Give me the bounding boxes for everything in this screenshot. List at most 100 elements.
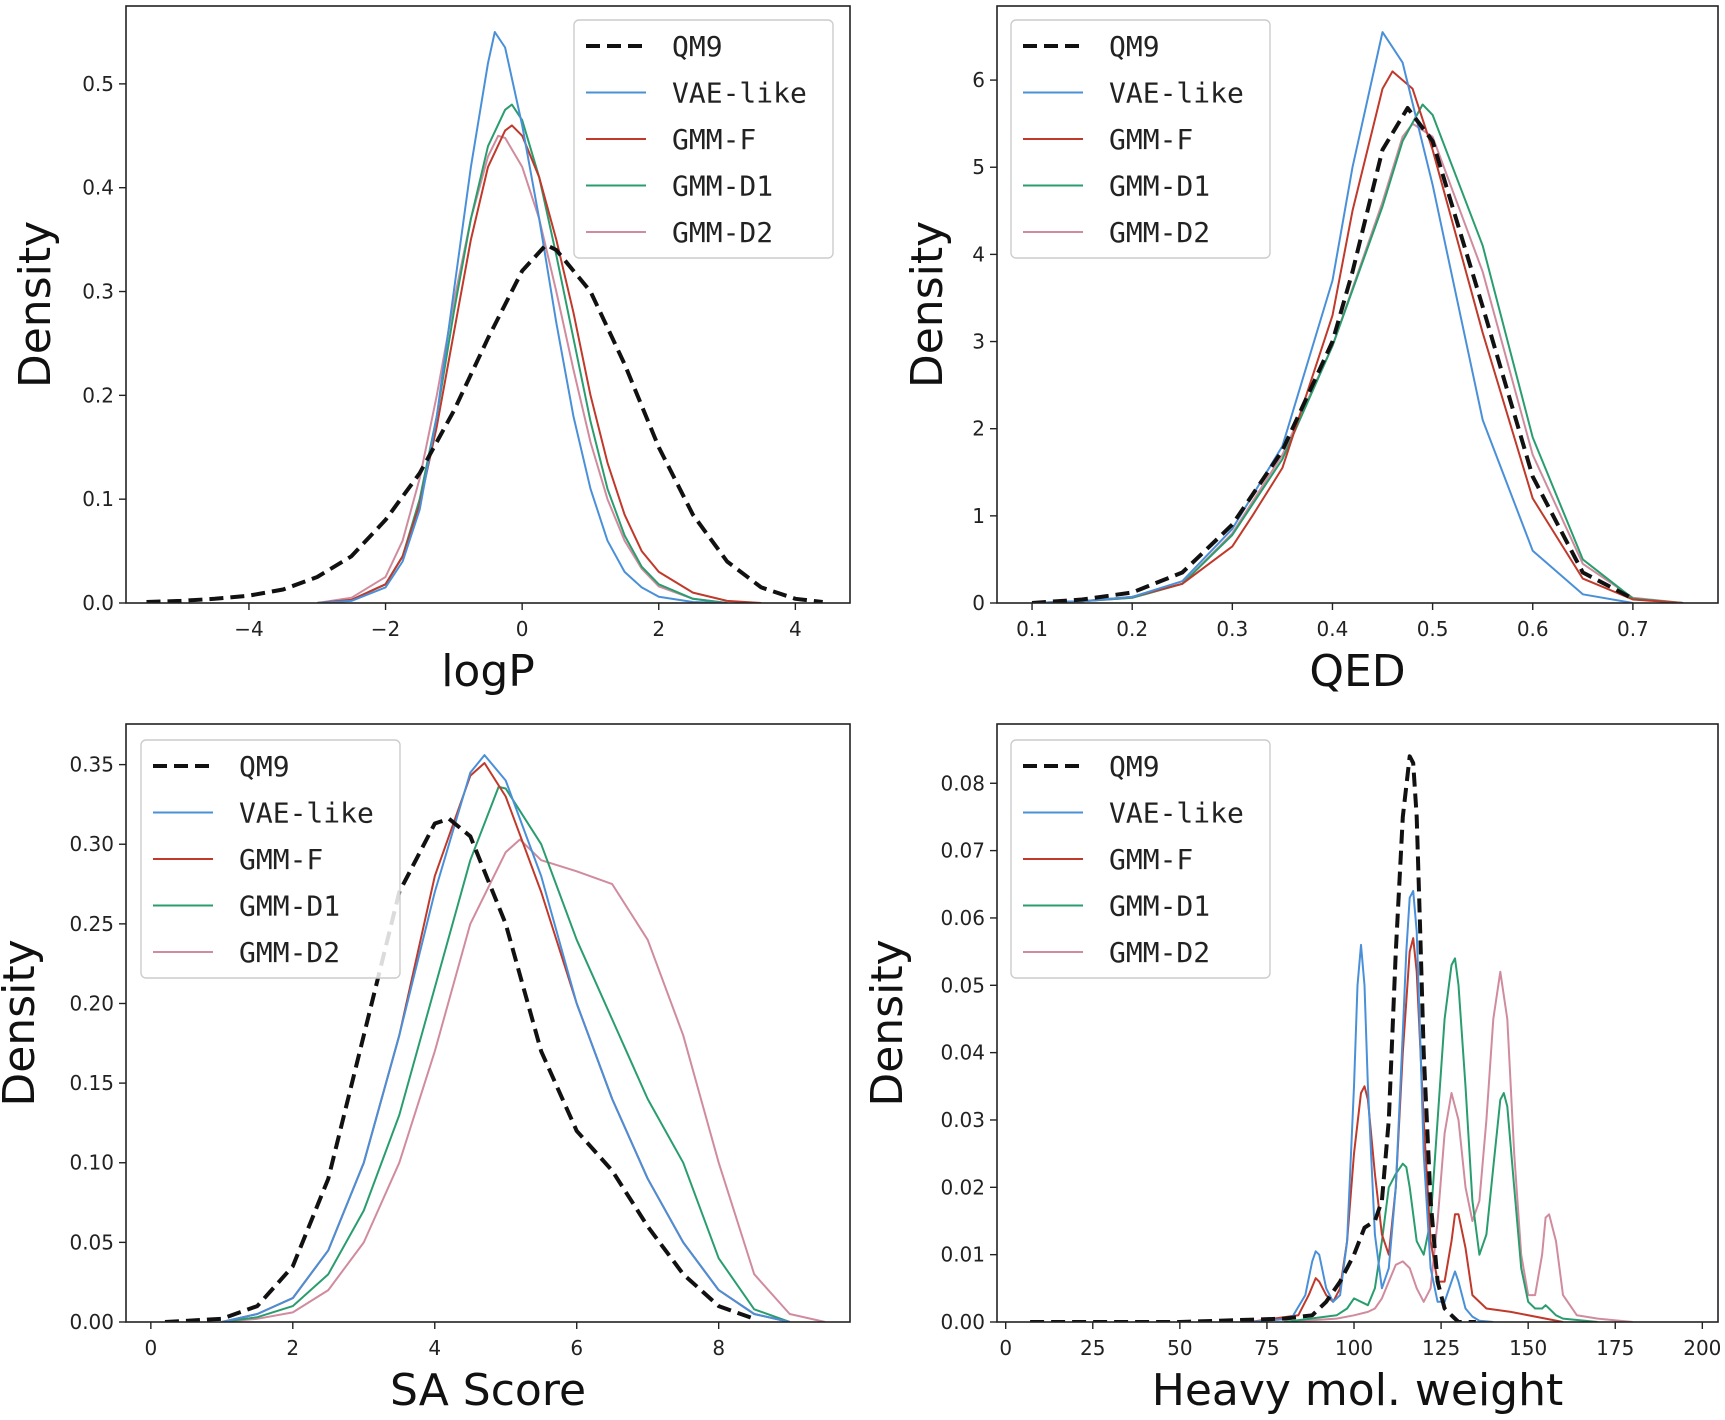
- series-line-vae-like: [1249, 890, 1494, 1322]
- y-tick-label: 0.00: [940, 1310, 985, 1334]
- y-tick-label: 0.4: [82, 176, 114, 200]
- x-tick-label: 2: [286, 1336, 299, 1360]
- legend-label-gmm-d2: GMM-D2: [672, 216, 773, 249]
- series-line-qm9: [164, 816, 755, 1322]
- legend-label-qm9: QM9: [1109, 750, 1160, 783]
- legend: QM9 VAE-like GMM-F GMM-D1 GMM-D2: [140, 739, 401, 979]
- y-tick-label: 0.0: [82, 591, 114, 615]
- x-tick-label: 0.7: [1617, 617, 1649, 641]
- legend: QM9 VAE-like GMM-F GMM-D1 GMM-D2: [573, 19, 834, 259]
- panel-hmw: 0 25 50 75 100 125 150 175 200 0.00 0.01 0.02 0.03 0.…: [862, 723, 1721, 1416]
- y-axis-label: Density: [902, 221, 953, 388]
- panel-qed: 0.1 0.2 0.3 0.4 0.5 0.6 0.7 0 1 2 3 4 5 6 QED Density QM…: [902, 5, 1719, 697]
- legend-box: [140, 739, 401, 979]
- x-tick-label: 0: [999, 1336, 1012, 1360]
- x-tick-label: 8: [712, 1336, 725, 1360]
- x-tick-label: 50: [1167, 1336, 1192, 1360]
- y-tick-label: 0.2: [82, 383, 114, 407]
- plot-frame: [125, 723, 851, 1323]
- x-axis-label: logP: [441, 646, 535, 697]
- legend-label-gmm-d1: GMM-D1: [1109, 890, 1210, 923]
- series-line-vae-like: [1031, 31, 1634, 603]
- series-line-gmm-d1: [1284, 957, 1598, 1322]
- x-tick-label: −4: [234, 617, 263, 641]
- legend-label-gmm-f: GMM-F: [1109, 843, 1193, 876]
- legend-label-gmm-d1: GMM-D1: [1109, 170, 1210, 203]
- legend-label-gmm-f: GMM-F: [1109, 123, 1193, 156]
- y-tick-label: 0.02: [940, 1175, 985, 1199]
- y-tick-label: 3: [972, 330, 985, 354]
- y-tick-label: 0.06: [940, 906, 985, 930]
- y-tick-label: 0.25: [69, 912, 114, 936]
- y-tick-label: 0.20: [69, 991, 114, 1015]
- y-tick-label: 6: [972, 68, 985, 92]
- legend-box: [1010, 739, 1271, 979]
- x-tick-label: 0: [516, 617, 529, 641]
- series-line-qm9: [1031, 106, 1634, 603]
- x-tick-label: 75: [1254, 1336, 1279, 1360]
- x-tick-label: 0.5: [1417, 617, 1449, 641]
- legend-label-gmm-f: GMM-F: [239, 843, 323, 876]
- x-tick-label: 175: [1596, 1336, 1634, 1360]
- panel-logp: −4 −2 0 2 4 0.0 0.1 0.2 0.3 0.4 0.5 logP Density QM9 V…: [10, 5, 851, 697]
- series-line-qm9: [146, 242, 823, 603]
- y-tick-label: 0.15: [69, 1071, 114, 1095]
- legend: QM9 VAE-like GMM-F GMM-D1 GMM-D2: [1010, 739, 1271, 979]
- y-axis-label: Density: [0, 939, 45, 1106]
- x-tick-label: 0.3: [1216, 617, 1248, 641]
- x-tick-label: 100: [1335, 1336, 1373, 1360]
- y-tick-label: 0.03: [940, 1108, 985, 1132]
- series-line-vae-like: [221, 754, 790, 1322]
- series-line-gmm-f: [1031, 70, 1684, 603]
- y-tick-label: 4: [972, 242, 985, 266]
- legend-label-gmm-d2: GMM-D2: [239, 936, 340, 969]
- y-axis-label: Density: [10, 221, 61, 388]
- x-tick-label: 4: [789, 617, 802, 641]
- y-tick-label: 0.08: [940, 771, 985, 795]
- legend-label-gmm-d1: GMM-D1: [239, 890, 340, 923]
- series-line-gmm-d1: [221, 785, 791, 1322]
- y-tick-label: 0.3: [82, 280, 114, 304]
- x-tick-label: 2: [652, 617, 665, 641]
- y-tick-label: 1: [972, 504, 985, 528]
- legend-label-qm9: QM9: [672, 30, 723, 63]
- y-tick-label: 0.5: [82, 72, 114, 96]
- series-line-vae-like: [317, 31, 728, 603]
- legend-label-vae-like: VAE-like: [672, 77, 807, 110]
- y-tick-label: 5: [972, 155, 985, 179]
- x-tick-label: 200: [1683, 1336, 1721, 1360]
- series-line-gmm-d2: [1284, 970, 1633, 1322]
- legend-label-gmm-d2: GMM-D2: [1109, 216, 1210, 249]
- x-axis-label: SA Score: [390, 1365, 586, 1416]
- y-tick-label: 0.10: [69, 1151, 114, 1175]
- x-tick-label: 0: [144, 1336, 157, 1360]
- legend-label-vae-like: VAE-like: [1109, 77, 1244, 110]
- plot-frame: [125, 5, 851, 604]
- y-tick-label: 2: [972, 417, 985, 441]
- x-tick-label: 0.4: [1317, 617, 1349, 641]
- x-tick-label: −2: [371, 617, 400, 641]
- y-tick-label: 0.1: [82, 487, 114, 511]
- y-tick-label: 0.35: [69, 753, 114, 777]
- x-tick-label: 125: [1422, 1336, 1460, 1360]
- x-tick-label: 0.1: [1016, 617, 1048, 641]
- x-tick-label: 150: [1509, 1336, 1547, 1360]
- y-tick-label: 0.07: [940, 839, 985, 863]
- legend-label-vae-like: VAE-like: [239, 797, 374, 830]
- y-axis-label: Density: [862, 939, 913, 1106]
- legend-label-gmm-f: GMM-F: [672, 123, 756, 156]
- series-line-gmm-d2: [317, 134, 728, 603]
- series-line-qm9: [1030, 754, 1476, 1322]
- x-axis-label: Heavy mol. weight: [1152, 1365, 1564, 1416]
- x-tick-label: 0.2: [1116, 617, 1148, 641]
- y-tick-label: 0.01: [940, 1243, 985, 1267]
- x-tick-label: 0.6: [1517, 617, 1549, 641]
- x-tick-label: 4: [428, 1336, 441, 1360]
- legend-label-qm9: QM9: [239, 750, 290, 783]
- y-tick-label: 0.00: [69, 1310, 114, 1334]
- legend-label-qm9: QM9: [1109, 30, 1160, 63]
- y-tick-label: 0.05: [940, 973, 985, 997]
- legend-label-gmm-d1: GMM-D1: [672, 170, 773, 203]
- x-axis-label: QED: [1309, 646, 1405, 697]
